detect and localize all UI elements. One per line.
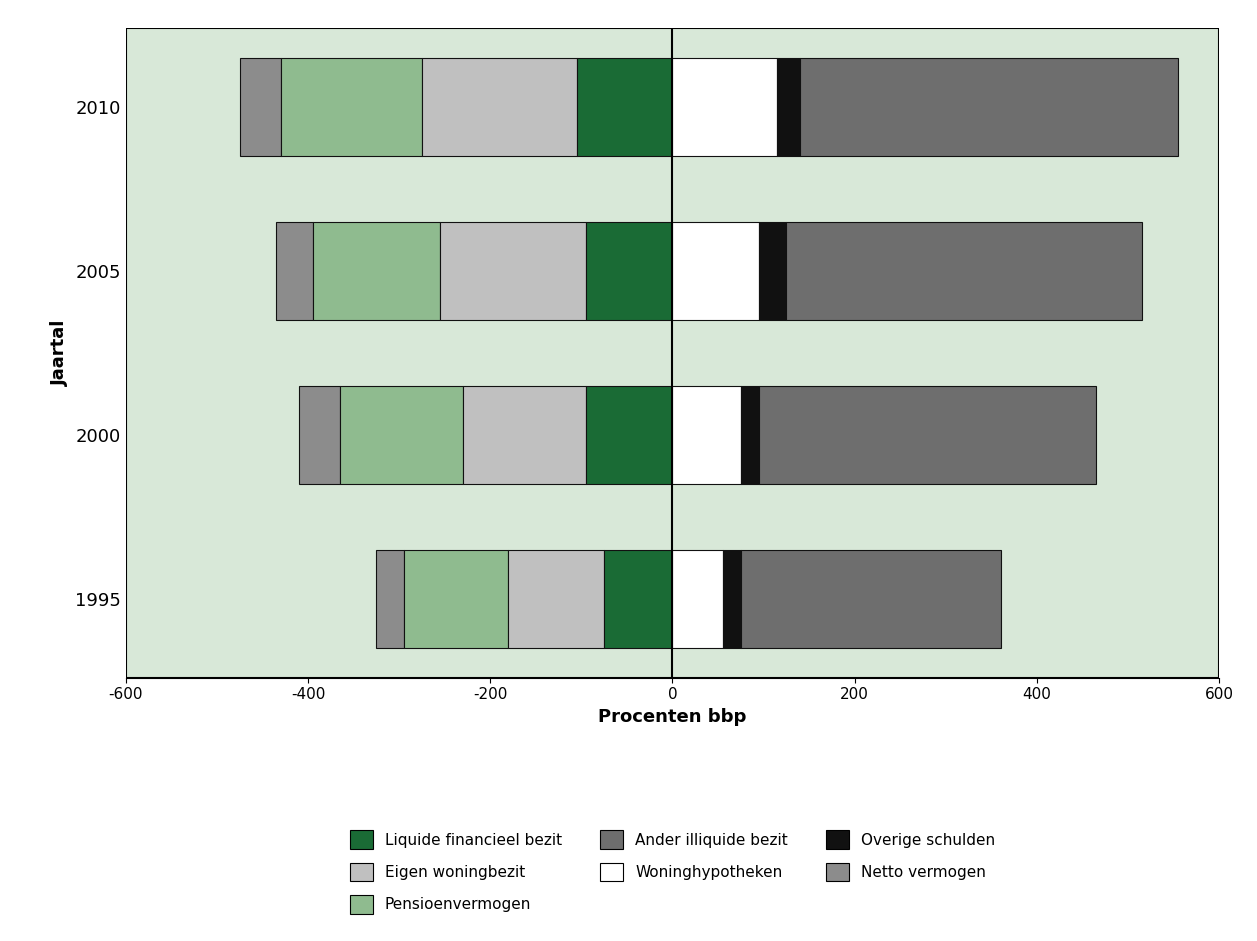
Legend: Liquide financieel bezit, Eigen woningbezit, Pensioenvermogen, Ander illiquide b: Liquide financieel bezit, Eigen woningbe… [334,815,1011,929]
Bar [126,28,1219,678]
Bar [277,222,313,320]
Bar [801,57,1178,156]
Y-axis label: Jaartal: Jaartal [52,320,69,386]
Bar [723,550,740,648]
Bar [280,57,422,156]
Bar [740,550,1001,648]
Bar [759,386,1096,484]
Bar [586,222,672,320]
Bar [440,222,586,320]
Bar [422,57,577,156]
Bar [508,550,605,648]
Bar [240,57,280,156]
Bar [463,386,586,484]
Bar [740,386,759,484]
Bar [403,550,508,648]
Bar [759,222,787,320]
X-axis label: Procenten bbp: Procenten bbp [598,708,747,726]
Bar [376,550,403,648]
Bar [777,57,801,156]
Bar [577,57,672,156]
Bar [672,386,740,484]
Bar [672,550,723,648]
Bar [787,222,1141,320]
Bar [313,222,440,320]
Bar [605,550,672,648]
Bar [672,57,777,156]
Bar [586,386,672,484]
Bar [339,386,463,484]
Bar [672,222,759,320]
Bar [299,386,339,484]
